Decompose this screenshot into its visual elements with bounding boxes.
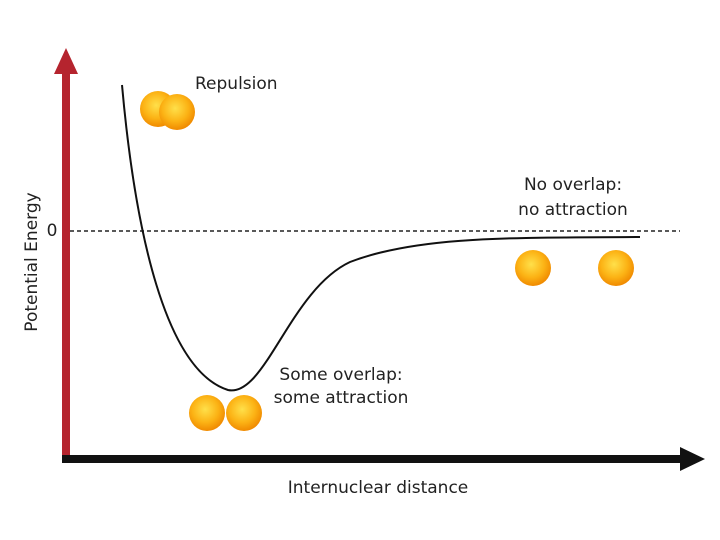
atom: [189, 395, 225, 431]
y-axis-label: Potential Energy: [22, 192, 42, 331]
energy-curve: [121, 84, 641, 392]
x-axis-arrow: [680, 447, 705, 471]
zero-label: 0: [47, 221, 58, 241]
atoms: [140, 91, 634, 431]
annotation: some attraction: [274, 388, 409, 408]
annotation: Repulsion: [195, 74, 278, 94]
atom: [515, 250, 551, 286]
atom: [598, 250, 634, 286]
y-axis-arrow: [54, 48, 78, 74]
x-axis: [62, 455, 684, 463]
y-axis: [62, 70, 70, 460]
atom: [159, 94, 195, 130]
annotation: no attraction: [518, 200, 628, 220]
atom: [226, 395, 262, 431]
x-axis-label: Internuclear distance: [288, 478, 469, 498]
annotation: No overlap:: [524, 175, 622, 195]
annotation: Some overlap:: [279, 365, 402, 385]
